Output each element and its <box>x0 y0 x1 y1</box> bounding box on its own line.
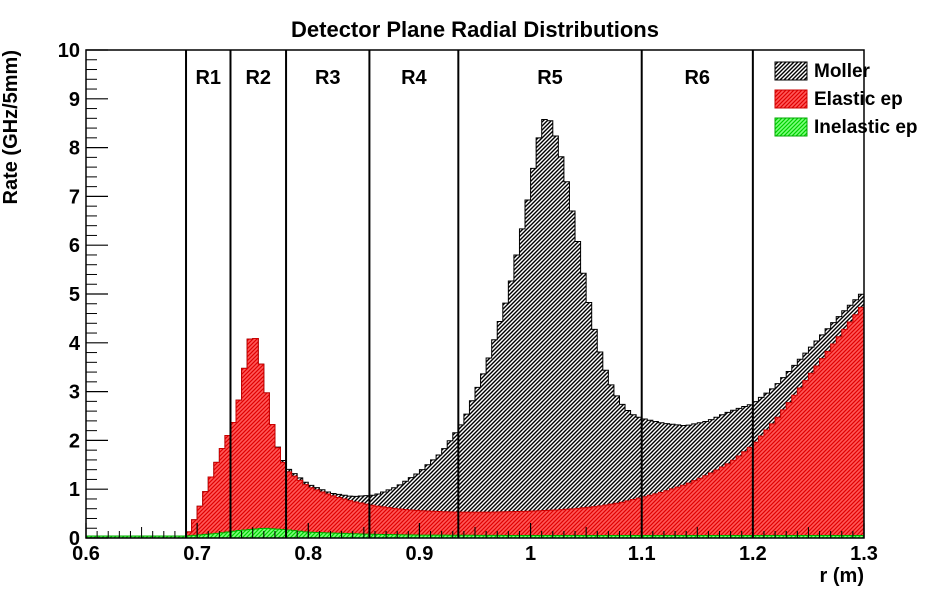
legend-label-moller: Moller <box>814 61 871 82</box>
legend-swatch-inelastic-ep <box>774 117 808 137</box>
region-label-r2: R2 <box>245 67 271 89</box>
series-elastic-ep-area <box>86 306 865 539</box>
region-layer: R1 R2 R3 R4 R5 R6 <box>185 50 754 538</box>
x-tick-label: 1.2 <box>739 543 767 565</box>
y-axis-label: Rate (GHz/5mm) <box>0 50 22 204</box>
axis-layer: 0 1 2 3 4 5 6 7 8 9 10 0.6 0.7 0.8 0.9 1 1.1 1.2 1.3 <box>58 40 878 565</box>
y-tick-label: 7 <box>69 186 80 208</box>
region-label-r4: R4 <box>401 67 427 89</box>
legend-swatch-moller <box>774 61 808 81</box>
y-tick-label: 1 <box>69 479 80 501</box>
y-tick-label: 9 <box>69 89 80 111</box>
legend-label-inelastic-ep: Inelastic ep <box>814 117 918 138</box>
x-axis-label: r (m) <box>820 565 864 587</box>
region-label-r6: R6 <box>684 67 710 89</box>
x-tick-label: 1.3 <box>850 543 878 565</box>
x-tick-label: 0.8 <box>294 543 322 565</box>
y-tick-label: 10 <box>58 40 80 62</box>
y-tick-label: 2 <box>69 430 80 452</box>
series-layer <box>85 119 865 539</box>
legend-swatch-elastic-ep <box>774 89 808 109</box>
legend-label-elastic-ep: Elastic ep <box>814 89 903 110</box>
y-tick-label: 4 <box>69 333 81 355</box>
legend: Moller Elastic ep Inelastic ep <box>774 61 918 138</box>
x-tick-label: 1 <box>525 543 536 565</box>
y-tick-label: 8 <box>69 138 80 160</box>
y-tick-label: 6 <box>69 235 80 257</box>
y-tick-label: 0 <box>69 528 80 550</box>
x-tick-label: 0.6 <box>72 543 100 565</box>
y-tick-label: 5 <box>69 284 80 306</box>
x-tick-label: 0.7 <box>183 543 211 565</box>
y-tick-label: 3 <box>69 382 80 404</box>
x-tick-label: 1.1 <box>628 543 656 565</box>
region-label-r5: R5 <box>537 67 563 89</box>
region-label-r1: R1 <box>195 67 221 89</box>
chart-title: Detector Plane Radial Distributions <box>291 17 659 42</box>
x-tick-label: 0.9 <box>406 543 434 565</box>
region-label-r3: R3 <box>315 67 341 89</box>
